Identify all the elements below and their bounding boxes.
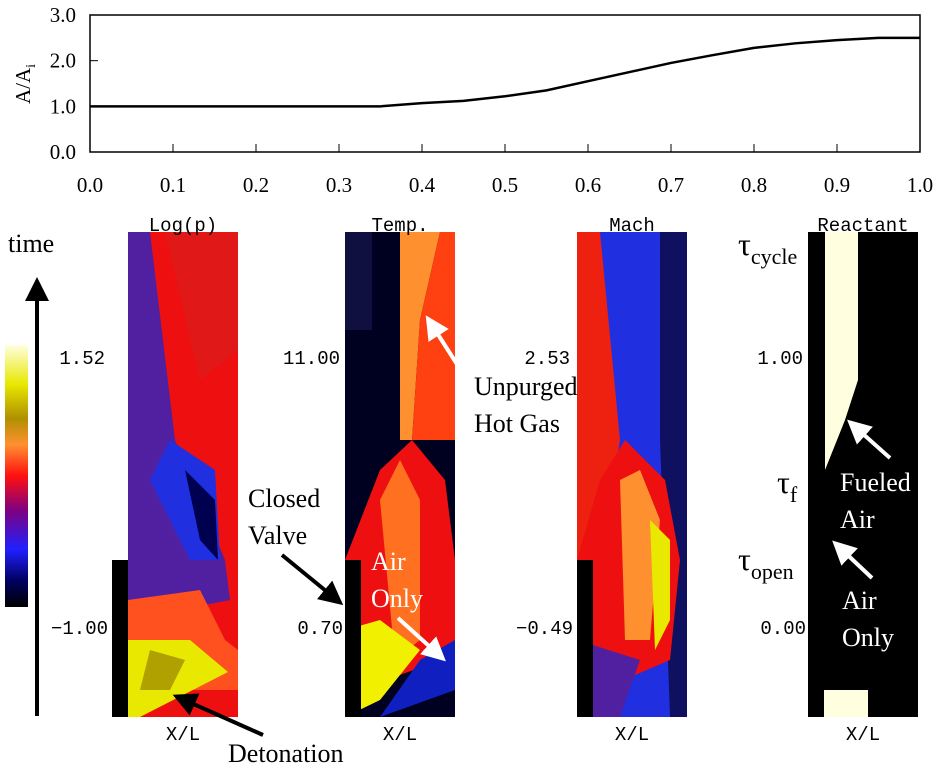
y-tick-label: 1.0 xyxy=(50,94,76,118)
area-plot: A/Ai xyxy=(11,14,921,153)
pressure-panel xyxy=(128,232,238,717)
x-tick-label: 0.6 xyxy=(575,173,601,197)
valve xyxy=(577,560,593,717)
y-tick-label: 2.0 xyxy=(50,49,76,73)
colorbar-min: 0.70 xyxy=(297,618,343,640)
x-tick-label: 0.5 xyxy=(492,173,518,197)
annotation: Air xyxy=(371,547,406,576)
colorbar-max: 11.00 xyxy=(283,348,340,370)
x-axis-label: X/L xyxy=(383,724,417,746)
annotation: Valve xyxy=(248,521,307,550)
annotation: Fueled xyxy=(840,468,911,497)
annotation: Hot Gas xyxy=(474,409,560,438)
tau-symbol: τ xyxy=(738,226,751,262)
colorbar-max: 2.53 xyxy=(524,348,570,370)
x-axis-label: X/L xyxy=(166,724,200,746)
x-tick-label: 0.3 xyxy=(326,173,352,197)
plot-frame xyxy=(89,14,921,153)
colorbar-min: 0.00 xyxy=(760,618,806,640)
annotation: Only xyxy=(371,584,423,613)
arrow xyxy=(847,419,892,460)
colorbar-max: 1.52 xyxy=(59,348,105,370)
arrow xyxy=(280,553,344,606)
tau-label: τopen xyxy=(738,541,794,584)
colorbar-min: −1.00 xyxy=(51,618,108,640)
annotation: Detonation xyxy=(228,739,344,768)
x-tick-label: 0.1 xyxy=(160,173,186,197)
tau-symbol: τ xyxy=(738,541,751,577)
colorbar-max: 1.00 xyxy=(757,348,803,370)
annotation: Air xyxy=(840,505,875,534)
y-tick-label: 0.0 xyxy=(50,140,76,164)
arrow xyxy=(832,540,874,580)
x-axis-label: X/L xyxy=(615,724,649,746)
x-axis-label: X/L xyxy=(846,724,880,746)
arrow xyxy=(396,616,446,662)
valve xyxy=(345,560,361,717)
annotation: Air xyxy=(842,586,877,615)
tau-label: τf xyxy=(777,464,798,507)
valve xyxy=(112,560,128,717)
colorbar xyxy=(5,345,28,607)
time-label: time xyxy=(8,229,54,258)
arrow xyxy=(172,693,264,737)
reactant-panel xyxy=(808,232,918,717)
tau-subscript: f xyxy=(790,482,798,507)
annotation: Only xyxy=(842,623,894,652)
annotation: Closed xyxy=(248,484,320,513)
tau-subscript: cycle xyxy=(751,244,797,269)
x-tick-label: 0.0 xyxy=(77,173,103,197)
y-tick-label: 3.0 xyxy=(50,3,76,27)
x-tick-label: 0.8 xyxy=(741,173,767,197)
area-ratio-line xyxy=(90,36,920,108)
x-tick-label: 0.4 xyxy=(409,173,436,197)
panel-title: Mach xyxy=(609,215,655,237)
temperature-panel xyxy=(345,232,455,717)
annotation: Unpurged xyxy=(474,372,578,401)
panel-title: Reactant xyxy=(817,215,908,237)
x-tick-label: 0.7 xyxy=(658,173,684,197)
valve xyxy=(808,560,824,717)
y-axis-label: A/Ai xyxy=(11,64,39,104)
x-tick-label: 0.9 xyxy=(824,173,850,197)
colorbar-min: −0.49 xyxy=(516,618,573,640)
x-tick-label: 1.0 xyxy=(907,173,933,197)
tau-symbol: τ xyxy=(777,464,790,500)
mach-panel xyxy=(577,232,687,717)
tau-subscript: open xyxy=(751,559,794,584)
panel-title: Temp. xyxy=(371,215,428,237)
x-tick-label: 0.2 xyxy=(243,173,269,197)
tau-label: τcycle xyxy=(738,226,797,269)
panel-title: Log(p) xyxy=(149,215,217,237)
arrow xyxy=(425,315,464,374)
